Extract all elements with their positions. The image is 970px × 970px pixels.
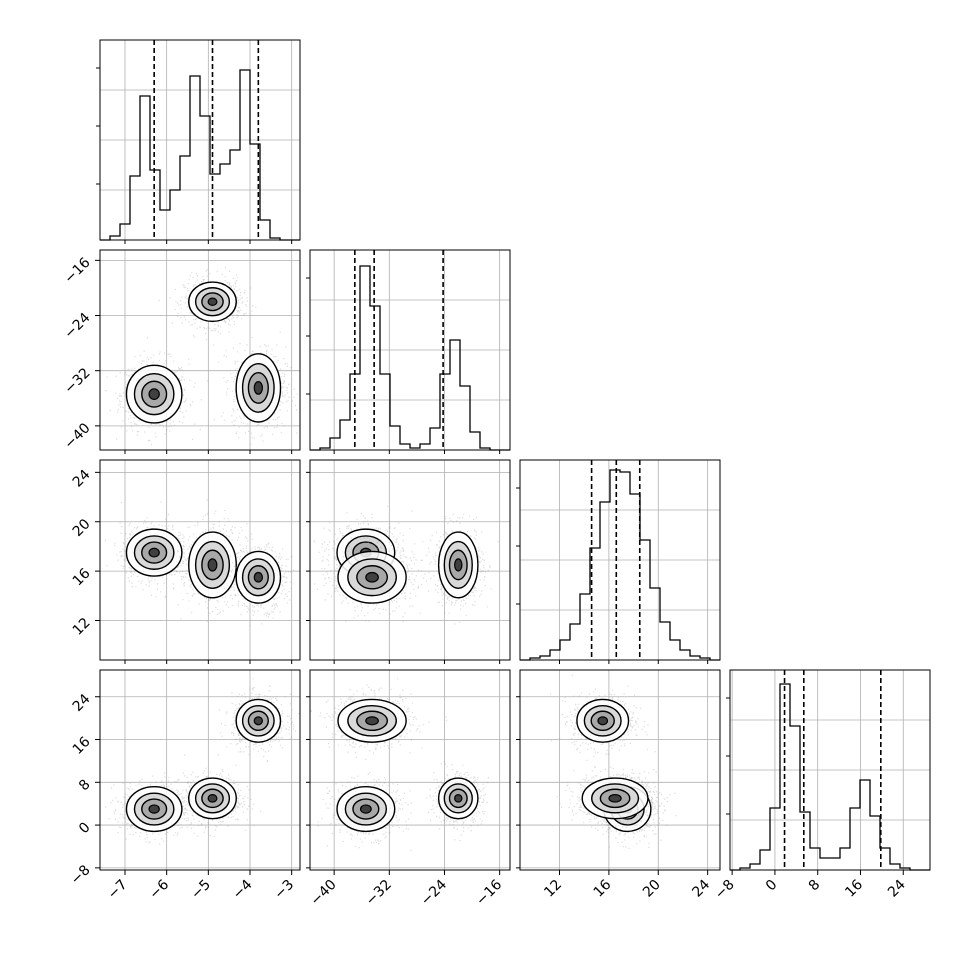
- xtick-label-2-2: 20: [640, 877, 664, 901]
- xtick-label-2-0: 12: [541, 877, 565, 901]
- scatter-panel-1-0: [99, 249, 301, 451]
- scatter-panel-2-0: [99, 459, 301, 661]
- hist-frame-2: [519, 459, 721, 661]
- scatter-frame-3-1: [309, 669, 511, 871]
- scatter-frame-2-1: [309, 459, 511, 661]
- xtick-label-2-1: 16: [591, 877, 615, 901]
- ytick-label-3-1: 0: [76, 819, 94, 837]
- contour-core-1: [207, 793, 218, 803]
- hist-frame-0: [99, 39, 301, 241]
- scatter-points-3-2: [520, 670, 720, 870]
- ytick-label-3-0: −8: [68, 862, 94, 888]
- contour-core-1: [454, 558, 463, 572]
- xtick-label-3-0: −8: [712, 877, 738, 903]
- xtick-label-1-3: −16: [473, 877, 505, 909]
- contour-core-0: [148, 804, 160, 814]
- hist-frame-3: [729, 669, 931, 871]
- contour-core-1: [207, 297, 218, 306]
- contour-core-1: [207, 558, 218, 572]
- scatter-panel-2-1: [309, 459, 511, 661]
- xtick-label-0-4: −3: [271, 877, 297, 903]
- xtick-label-1-1: −32: [363, 877, 395, 909]
- contour-core-2: [597, 716, 609, 726]
- contour-core-2: [253, 381, 264, 395]
- hist-bars-3: [730, 683, 930, 871]
- contour-core-1: [454, 793, 463, 803]
- xtick-label-0-0: −7: [105, 877, 131, 903]
- xtick-label-0-3: −4: [230, 877, 256, 903]
- xtick-label-0-1: −6: [146, 877, 172, 903]
- points-cluster-1: [426, 761, 489, 842]
- hist-bars-0: [100, 69, 300, 241]
- scatter-panel-3-0: [99, 669, 301, 871]
- scatter-panel-3-1: [309, 669, 511, 871]
- xtick-label-0-2: −5: [188, 877, 214, 903]
- hist-panel-2: [516, 459, 721, 661]
- ytick-label-3-3: 16: [70, 734, 94, 758]
- ytick-label-1-2: −24: [61, 310, 93, 342]
- ytick-label-2-1: 16: [70, 565, 94, 589]
- contour-core-2: [365, 571, 379, 583]
- contour-core-2: [365, 716, 379, 726]
- scatter-points-3-1: [310, 670, 510, 870]
- xtick-label-1-0: −40: [308, 877, 340, 909]
- xtick-label-3-4: 24: [885, 877, 909, 901]
- scatter-points-1-0: [100, 250, 300, 450]
- hist-panel-3: [726, 669, 931, 871]
- scatter-points-3-0: [100, 670, 300, 870]
- contour-core-2: [253, 571, 264, 583]
- hist-panel-1: [306, 249, 511, 451]
- contour-core-0: [359, 804, 372, 814]
- xtick-label-3-2: 8: [806, 877, 824, 895]
- points-cluster-2: [213, 331, 298, 450]
- contour-core-0: [148, 388, 160, 401]
- ytick-label-2-2: 20: [70, 516, 94, 540]
- scatter-points-2-0: [100, 460, 300, 660]
- hist-panel-0: [96, 39, 301, 241]
- scatter-frame-2-0: [99, 459, 301, 661]
- ytick-label-1-3: −16: [61, 255, 93, 287]
- scatter-points-2-1: [310, 460, 510, 660]
- ytick-label-1-1: −32: [61, 365, 93, 397]
- ytick-label-3-2: 8: [76, 777, 94, 795]
- scatter-frame-1-0: [99, 249, 301, 451]
- hist-bars-1: [310, 265, 510, 451]
- points-cluster-1: [158, 267, 257, 341]
- contour-core-1: [608, 793, 622, 803]
- hist-frame-1: [309, 249, 511, 451]
- ytick-label-1-0: −40: [61, 420, 93, 452]
- contour-core-0: [148, 547, 160, 558]
- scatter-frame-3-0: [99, 669, 301, 871]
- ytick-label-2-0: 12: [70, 615, 94, 639]
- xtick-label-3-1: 0: [763, 877, 781, 895]
- ytick-label-3-4: 24: [70, 691, 94, 715]
- ytick-label-2-3: 24: [70, 467, 94, 491]
- hist-bars-2: [520, 469, 720, 661]
- xtick-label-1-2: −24: [418, 877, 450, 909]
- scatter-frame-3-2: [519, 669, 721, 871]
- scatter-panel-3-2: [519, 669, 721, 871]
- contour-core-2: [253, 716, 264, 726]
- xtick-label-2-3: 24: [689, 877, 713, 901]
- xtick-label-3-3: 16: [842, 877, 866, 901]
